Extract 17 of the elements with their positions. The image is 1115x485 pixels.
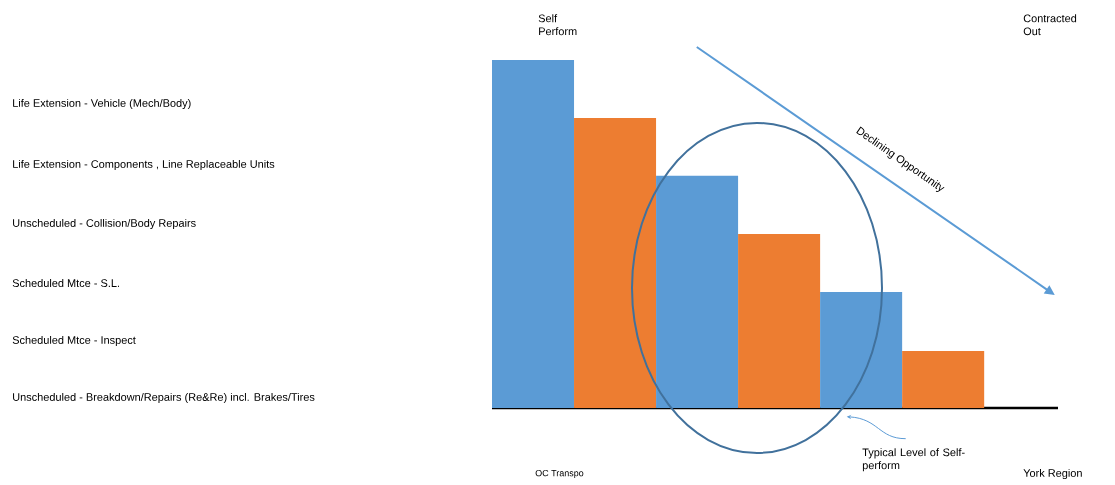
- bar: [574, 118, 657, 408]
- text: Typical Level of Self-perform: [862, 448, 965, 472]
- text: Life Extension - Vehicle (Mech/Body): [13, 98, 191, 110]
- bar: [492, 59, 575, 408]
- text: Scheduled Mtce - S.L.: [12, 278, 120, 288]
- text: OC Transpo: [535, 469, 584, 479]
- text: Unscheduled - Breakdown/Repairs (Re&Re) incl. Brakes/Tires: [13, 392, 315, 404]
- bar: [656, 175, 739, 408]
- text: Self Perform: [538, 14, 577, 36]
- bar: [902, 350, 985, 408]
- text: Contracted Out: [1023, 14, 1077, 36]
- text: Life Extension - Components , Line Replaceable Units: [13, 159, 275, 171]
- text: Unscheduled - Collision/Body Repairs: [13, 218, 196, 230]
- bar: [820, 292, 903, 408]
- text: York Region: [1023, 468, 1082, 480]
- text: Scheduled Mtce - Inspect: [12, 335, 136, 347]
- bar: [738, 233, 821, 408]
